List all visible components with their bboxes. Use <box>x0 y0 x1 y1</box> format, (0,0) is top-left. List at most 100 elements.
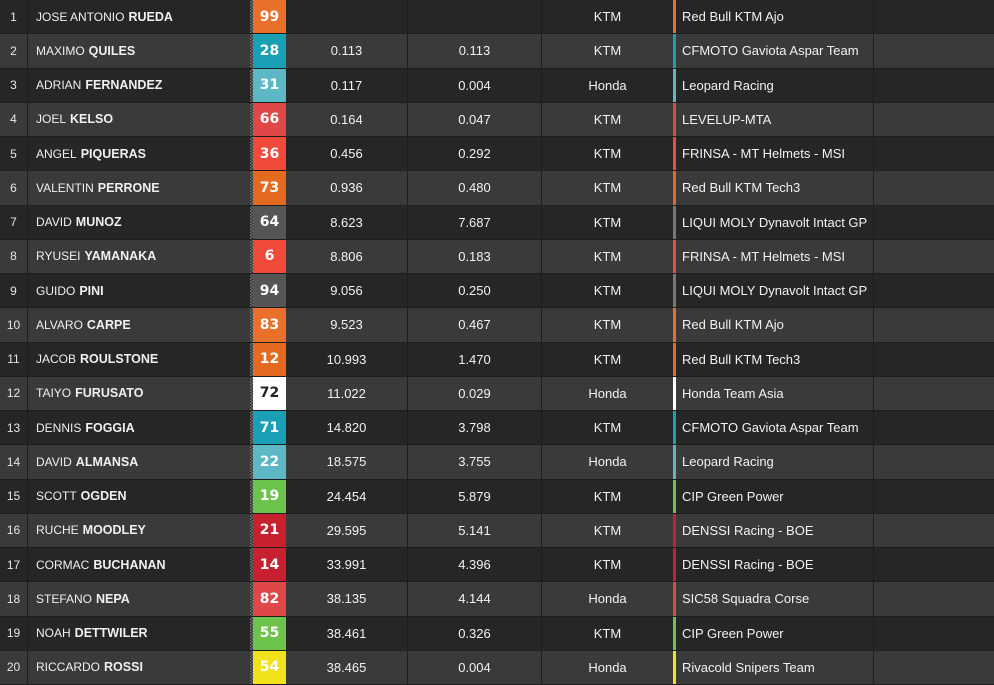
table-row[interactable]: 7 DAVID MUNOZ 64 8.623 7.687 KTM LIQUI MOLY Dyn… <box>0 205 994 240</box>
rider-number-badge: 54 <box>253 650 286 684</box>
rider-number-badge: 21 <box>253 513 286 547</box>
table-row[interactable]: 10 ALVARO CARPE 83 9.523 0.467 KTM Red Bull KTM… <box>0 308 994 343</box>
table-row[interactable]: 2 MAXIMO QUILES 28 0.113 0.113 KTM CFMOTO Gavio… <box>0 34 994 69</box>
rider-last-name: PIQUERAS <box>80 146 146 161</box>
team-cell[interactable]: Honda Team Asia <box>673 376 873 410</box>
table-row[interactable]: 8 RYUSEI YAMANAKA 6 8.806 0.183 KTM FRINSA - MT… <box>0 239 994 274</box>
rider-name-cell[interactable]: ALVARO CARPE <box>28 308 250 341</box>
rider-name-cell[interactable]: RICCARDO ROSSI <box>28 651 250 684</box>
team-cell[interactable]: FRINSA - MT Helmets - MSI <box>673 239 873 273</box>
team-cell[interactable]: Rivacold Snipers Team <box>673 650 873 684</box>
checkered-divider <box>250 205 253 239</box>
gap-first-cell: 8.623 <box>286 205 408 239</box>
rider-name-cell[interactable]: JOSE ANTONIO RUEDA <box>28 0 250 33</box>
table-row[interactable]: 19 NOAH DETTWILER 55 38.461 0.326 KTM CIP Green… <box>0 616 994 651</box>
table-row[interactable]: 11 JACOB ROULSTONE 12 10.993 1.470 KTM Red Bull… <box>0 342 994 377</box>
table-row[interactable]: 12 TAIYO FURUSATO 72 11.022 0.029 Honda Honda T… <box>0 376 994 411</box>
rider-name-cell[interactable]: NOAH DETTWILER <box>28 617 250 650</box>
team-cell[interactable]: LIQUI MOLY Dynavolt Intact GP <box>673 274 873 308</box>
rider-last-name: ROULSTONE <box>80 352 159 367</box>
position-cell: 15 <box>0 479 28 513</box>
table-row[interactable]: 15 SCOTT OGDEN 19 24.454 5.879 KTM CIP Green Po… <box>0 479 994 514</box>
checkered-divider <box>250 548 253 582</box>
table-row[interactable]: 14 DAVID ALMANSA 22 18.575 3.755 Honda Leopard … <box>0 445 994 480</box>
empty-cell <box>873 342 994 376</box>
rider-name-cell[interactable]: ANGEL PIQUERAS <box>28 137 250 170</box>
rider-last-name: KELSO <box>70 112 114 127</box>
team-cell[interactable]: DENSSI Racing - BOE <box>673 548 873 582</box>
position-cell: 16 <box>0 513 28 547</box>
checkered-divider <box>250 0 253 34</box>
table-row[interactable]: 4 JOEL KELSO 66 0.164 0.047 KTM LEVELUP-MTA <box>0 102 994 137</box>
manufacturer-cell: KTM <box>593 9 622 25</box>
rider-number-badge: 99 <box>253 0 286 34</box>
manufacturer-cell: KTM <box>593 625 622 641</box>
gap-first-cell: 9.523 <box>286 308 408 342</box>
empty-cell <box>873 171 994 205</box>
table-row[interactable]: 1 JOSE ANTONIO RUEDA 99 KTM Red Bull KTM Ajo <box>0 0 994 35</box>
manufacturer-cell: Honda <box>588 659 627 675</box>
gap-previous-cell: 3.755 <box>408 445 542 479</box>
position-cell: 7 <box>0 205 28 239</box>
rider-name-cell[interactable]: STEFANO NEPA <box>28 582 250 615</box>
table-row[interactable]: 20 RICCARDO ROSSI 54 38.465 0.004 Honda Rivacol… <box>0 650 994 685</box>
rider-name-cell[interactable]: MAXIMO QUILES <box>28 34 250 67</box>
position-cell: 14 <box>0 445 28 479</box>
rider-last-name: FURUSATO <box>75 386 144 401</box>
table-row[interactable]: 16 RUCHE MOODLEY 21 29.595 5.141 KTM DENSSI Rac… <box>0 513 994 548</box>
rider-first-name: RUCHE <box>36 523 79 538</box>
team-cell[interactable]: Red Bull KTM Ajo <box>673 308 873 342</box>
rider-number-badge: 83 <box>253 308 286 342</box>
team-cell[interactable]: FRINSA - MT Helmets - MSI <box>673 137 873 171</box>
empty-cell <box>873 650 994 684</box>
team-cell[interactable]: CIP Green Power <box>673 479 873 513</box>
rider-name-cell[interactable]: GUIDO PINI <box>28 274 250 307</box>
team-cell[interactable]: Red Bull KTM Tech3 <box>673 171 873 205</box>
position-cell: 8 <box>0 239 28 273</box>
table-row[interactable]: 6 VALENTIN PERRONE 73 0.936 0.480 KTM Red Bull … <box>0 171 994 206</box>
checkered-divider <box>250 616 253 650</box>
rider-name-cell[interactable]: VALENTIN PERRONE <box>28 171 250 204</box>
team-cell[interactable]: Red Bull KTM Ajo <box>673 0 873 34</box>
rider-name-cell[interactable]: DAVID ALMANSA <box>28 445 250 478</box>
team-cell[interactable]: DENSSI Racing - BOE <box>673 513 873 547</box>
table-row[interactable]: 13 DENNIS FOGGIA 71 14.820 3.798 KTM CFMOTO Gav… <box>0 411 994 446</box>
rider-name-cell[interactable]: DENNIS FOGGIA <box>28 411 250 444</box>
table-row[interactable]: 3 ADRIAN FERNANDEZ 31 0.117 0.004 Honda Leopard… <box>0 68 994 103</box>
table-row[interactable]: 18 STEFANO NEPA 82 38.135 4.144 Honda SIC58 Squ… <box>0 582 994 617</box>
team-cell[interactable]: Red Bull KTM Tech3 <box>673 342 873 376</box>
team-cell[interactable]: SIC58 Squadra Corse <box>673 582 873 616</box>
gap-first-cell: 0.936 <box>286 171 408 205</box>
rider-name-cell[interactable]: RUCHE MOODLEY <box>28 514 250 547</box>
gap-first-cell: 14.820 <box>286 411 408 445</box>
gap-previous-cell: 0.004 <box>408 68 542 102</box>
rider-name-cell[interactable]: CORMAC BUCHANAN <box>28 548 250 581</box>
rider-name-cell[interactable]: JOEL KELSO <box>28 103 250 136</box>
rider-name-cell[interactable]: SCOTT OGDEN <box>28 480 250 513</box>
rider-name-cell[interactable]: ADRIAN FERNANDEZ <box>28 69 250 102</box>
team-cell[interactable]: LEVELUP-MTA <box>673 102 873 136</box>
position-cell: 2 <box>0 34 28 68</box>
rider-first-name: JOSE ANTONIO <box>36 9 125 24</box>
manufacturer-cell: KTM <box>593 180 622 196</box>
team-cell[interactable]: Leopard Racing <box>673 68 873 102</box>
team-cell[interactable]: CIP Green Power <box>673 616 873 650</box>
table-row[interactable]: 17 CORMAC BUCHANAN 14 33.991 4.396 KTM DENSSI R… <box>0 548 994 583</box>
rider-last-name: ROSSI <box>104 660 143 675</box>
team-cell[interactable]: LIQUI MOLY Dynavolt Intact GP <box>673 205 873 239</box>
rider-number-badge: 12 <box>253 342 286 376</box>
table-row[interactable]: 5 ANGEL PIQUERAS 36 0.456 0.292 KTM FRINSA - MT… <box>0 137 994 172</box>
rider-name-cell[interactable]: RYUSEI YAMANAKA <box>28 240 250 273</box>
team-cell[interactable]: CFMOTO Gaviota Aspar Team <box>673 411 873 445</box>
team-cell[interactable]: Leopard Racing <box>673 445 873 479</box>
manufacturer-cell: KTM <box>593 488 622 504</box>
team-cell[interactable]: CFMOTO Gaviota Aspar Team <box>673 34 873 68</box>
rider-name-cell[interactable]: JACOB ROULSTONE <box>28 343 250 376</box>
gap-previous-cell: 0.480 <box>408 171 542 205</box>
rider-name-cell[interactable]: TAIYO FURUSATO <box>28 377 250 410</box>
table-row[interactable]: 9 GUIDO PINI 94 9.056 0.250 KTM LIQUI MOLY Dyna… <box>0 274 994 309</box>
position-cell: 3 <box>0 68 28 102</box>
rider-first-name: JOEL <box>36 112 67 127</box>
rider-name-cell[interactable]: DAVID MUNOZ <box>28 206 250 239</box>
